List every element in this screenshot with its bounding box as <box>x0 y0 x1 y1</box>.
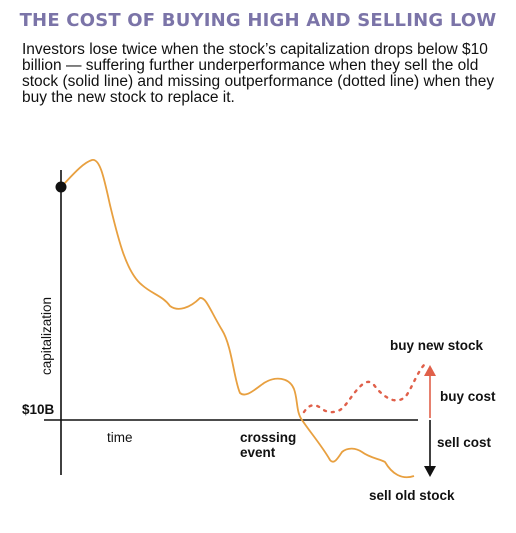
start-point-dot <box>55 181 67 193</box>
sell-cost-label: sell cost <box>437 435 492 450</box>
y-axis-label: capitalization <box>39 297 54 375</box>
crossing-event-label-line2: event <box>240 445 276 460</box>
diagram-title: THE COST OF BUYING HIGH AND SELLING LOW <box>19 10 497 31</box>
old-stock-line <box>60 159 415 479</box>
threshold-label: $10B <box>22 402 55 417</box>
diagram-description: Investors lose twice when the stock’s ca… <box>22 41 495 106</box>
x-axis-label: time <box>107 430 133 445</box>
sell-cost-arrow-head <box>424 466 436 477</box>
new-stock-dotted-line <box>302 361 428 414</box>
buy-cost-label: buy cost <box>440 389 496 404</box>
buy-cost-arrow-head <box>424 365 436 376</box>
buy-new-stock-label: buy new stock <box>390 338 484 353</box>
sell-old-stock-label: sell old stock <box>369 488 455 503</box>
crossing-event-label-line1: crossing <box>240 430 296 445</box>
